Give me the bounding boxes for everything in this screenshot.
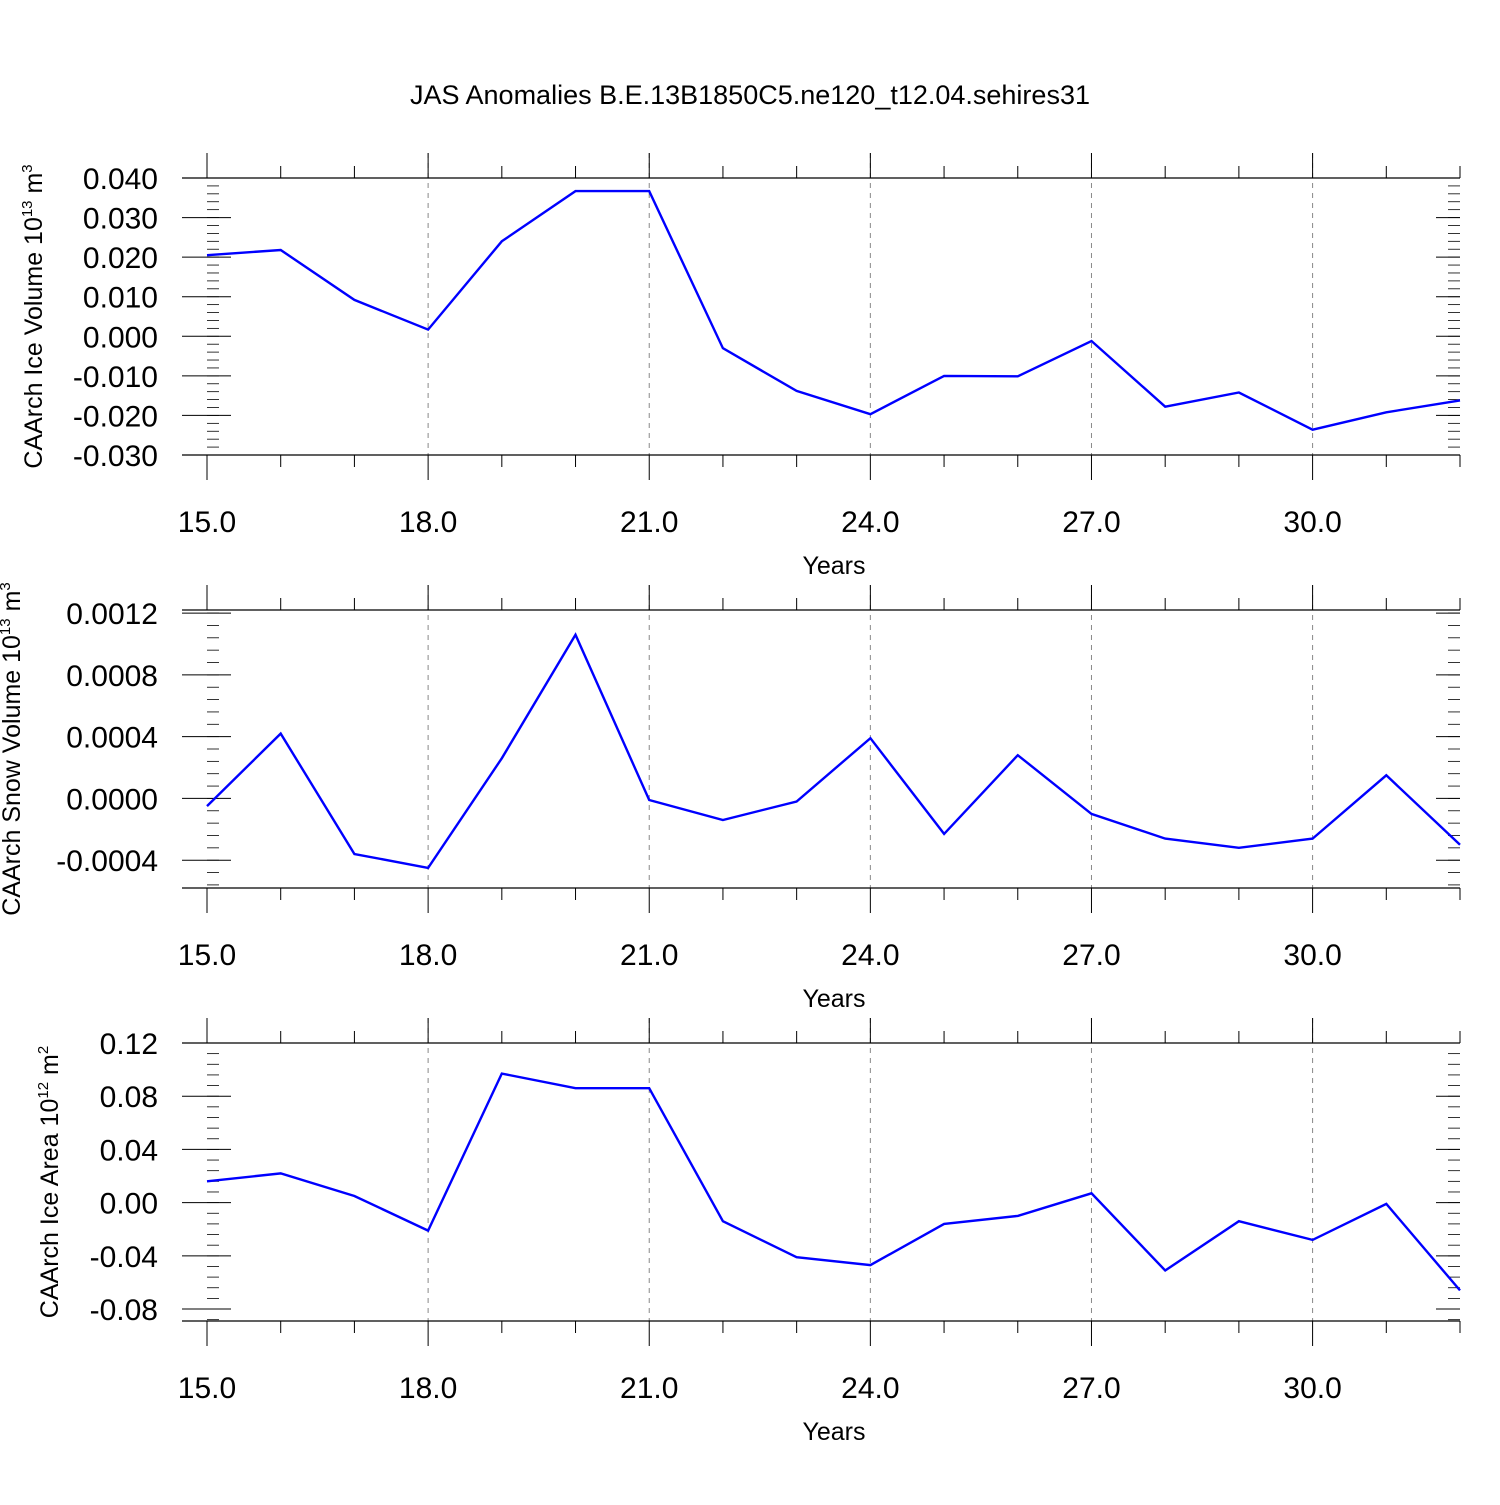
series-line-1 [206, 632, 1461, 870]
chart-title: JAS Anomalies B.E.13B1850C5.ne120_t12.04… [410, 80, 1090, 110]
y-tick-label-1-2: 0.0004 [66, 722, 158, 755]
x-tick-label-0-3: 24.0 [841, 506, 899, 539]
y-tick-label-1-0: -0.0004 [56, 845, 158, 878]
x-tick-label-1-0: 15.0 [178, 939, 236, 972]
x-tick-label-2-1: 18.0 [399, 1372, 457, 1405]
x-axis-label-0: Years [802, 552, 865, 580]
y-axis-label-0: CAArch Ice Volume 1013 m3 [19, 164, 48, 468]
y-tick-label-1-3: 0.0008 [66, 660, 158, 693]
y-tick-label-2-1: -0.04 [90, 1241, 158, 1274]
x-tick-label-0-4: 27.0 [1062, 506, 1120, 539]
x-tick-label-0-2: 21.0 [620, 506, 678, 539]
series-line-0 [206, 189, 1461, 431]
x-axis-label-1: Years [802, 985, 865, 1013]
y-tick-label-0-6: 0.030 [83, 203, 158, 236]
y-tick-label-2-5: 0.12 [100, 1028, 158, 1061]
x-tick-label-2-0: 15.0 [178, 1372, 236, 1405]
y-axis-label-2: CAArch Ice Area 1012 m2 [35, 1046, 64, 1318]
y-tick-label-0-7: 0.040 [83, 163, 158, 196]
y-tick-label-2-2: 0.00 [100, 1188, 158, 1221]
x-tick-label-1-3: 24.0 [841, 939, 899, 972]
y-tick-label-0-2: -0.010 [73, 361, 158, 394]
y-tick-label-0-4: 0.010 [83, 282, 158, 315]
y-tick-label-2-4: 0.08 [100, 1081, 158, 1114]
x-tick-label-0-0: 15.0 [178, 506, 236, 539]
y-tick-label-2-3: 0.04 [100, 1134, 158, 1167]
y-axis-label-1: CAArch Snow Volume 1013 m3 [0, 582, 26, 916]
x-tick-label-1-5: 30.0 [1283, 939, 1341, 972]
y-tick-label-0-5: 0.020 [83, 242, 158, 275]
y-tick-label-0-3: 0.000 [83, 321, 158, 354]
series-line-2 [206, 1072, 1461, 1292]
y-tick-label-1-4: 0.0012 [66, 598, 158, 631]
y-tick-label-0-1: -0.020 [73, 400, 158, 433]
x-tick-label-2-2: 21.0 [620, 1372, 678, 1405]
x-tick-label-1-2: 21.0 [620, 939, 678, 972]
y-tick-label-1-1: 0.0000 [66, 783, 158, 816]
x-tick-label-0-5: 30.0 [1283, 506, 1341, 539]
x-tick-label-0-1: 18.0 [399, 506, 457, 539]
x-axis-label-2: Years [802, 1418, 865, 1446]
x-tick-label-2-5: 30.0 [1283, 1372, 1341, 1405]
x-tick-label-2-4: 27.0 [1062, 1372, 1120, 1405]
x-tick-label-2-3: 24.0 [841, 1372, 899, 1405]
x-tick-label-1-1: 18.0 [399, 939, 457, 972]
x-tick-label-1-4: 27.0 [1062, 939, 1120, 972]
y-tick-label-2-0: -0.08 [90, 1294, 158, 1327]
y-tick-label-0-0: -0.030 [73, 440, 158, 473]
